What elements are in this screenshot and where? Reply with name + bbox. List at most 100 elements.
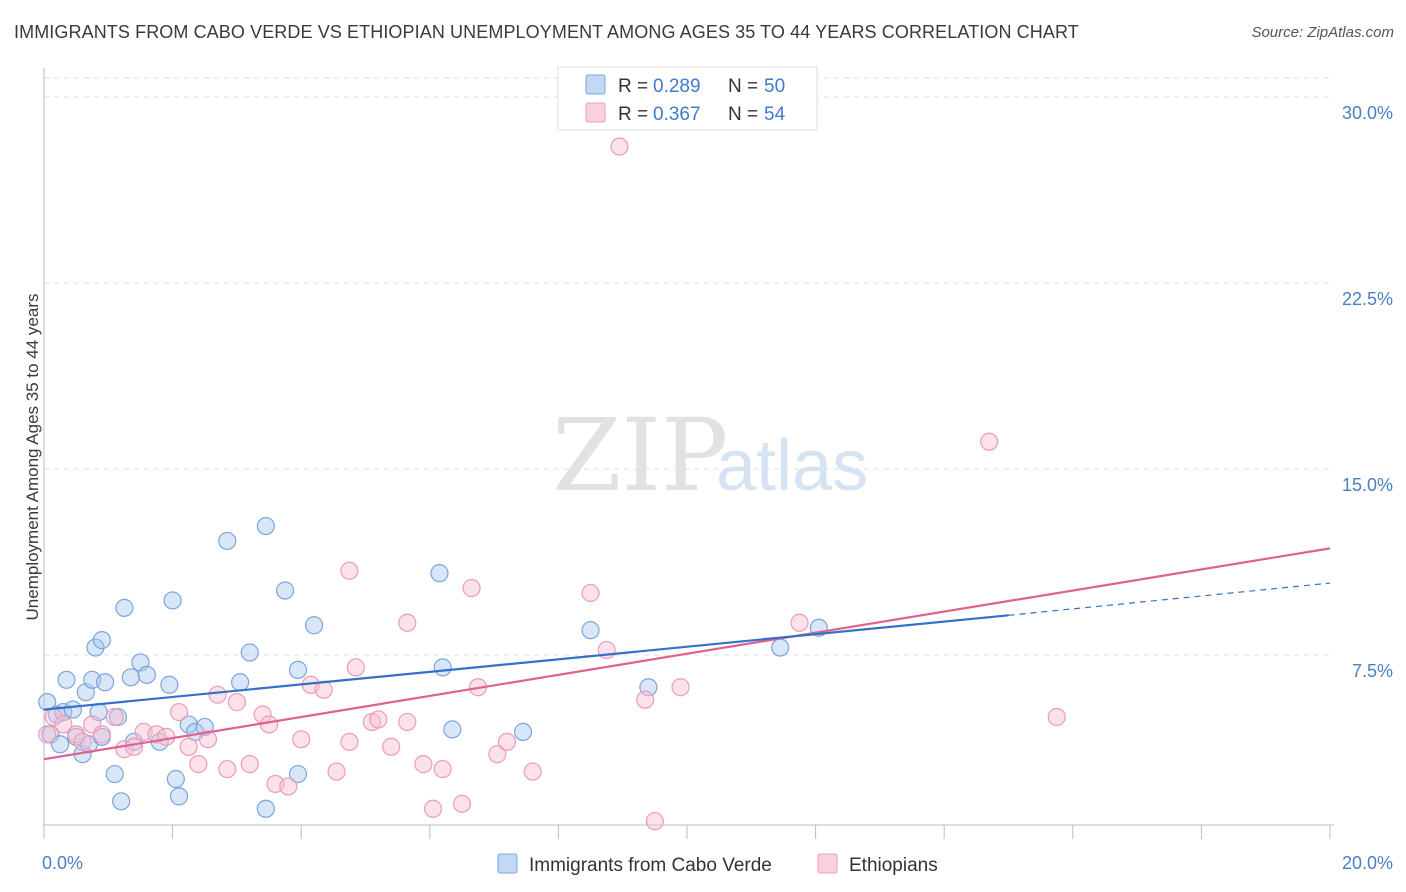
watermark: ZIP atlas: [552, 397, 868, 514]
point-blue-26: [166, 769, 185, 789]
point-pink-19: [227, 693, 246, 712]
point-pink-53: [1047, 707, 1066, 727]
legend-r-label-1: R =: [618, 76, 648, 97]
point-pink-18: [218, 759, 237, 779]
legend: R = 0.289 N = 50 R = 0.367 N = 54: [557, 66, 818, 131]
legend-n-label-2: N =: [728, 104, 758, 125]
point-pink-2: [54, 715, 73, 734]
point-blue-6: [63, 700, 83, 719]
point-pink-13: [169, 702, 189, 722]
point-blue-24: [160, 675, 179, 694]
point-blue-41: [433, 658, 452, 677]
y-tick-labels: 7.5% 15.0% 22.5% 30.0%: [1342, 103, 1393, 681]
point-blue-46: [771, 638, 790, 657]
point-pink-44: [497, 732, 517, 751]
point-pink-40: [452, 794, 472, 813]
point-pink-33: [369, 710, 388, 729]
point-pink-35: [398, 712, 417, 732]
point-pink-38: [423, 799, 443, 818]
point-pink-49: [645, 812, 664, 831]
point-pink-16: [198, 730, 218, 749]
point-pink-0: [38, 725, 57, 744]
x-tick-label-0: 0.0%: [42, 853, 83, 873]
bottom-legend-label-cabo-verde: Immigrants from Cabo Verde: [529, 855, 772, 876]
point-blue-3: [50, 735, 70, 754]
y-axis-label: Unemployment Among Ages 35 to 44 years: [23, 294, 42, 621]
y-tick-label-2: 22.5%: [1342, 289, 1393, 309]
point-blue-15: [95, 673, 115, 692]
point-pink-3: [67, 725, 86, 744]
point-blue-33: [240, 643, 259, 662]
point-pink-41: [462, 578, 481, 598]
grid: [44, 77, 1330, 656]
point-blue-23: [137, 665, 156, 684]
bottom-legend-swatch-blue: [497, 853, 518, 874]
bottom-legend: Immigrants from Cabo Verde Ethiopians: [497, 853, 938, 876]
watermark-zip: ZIP: [552, 397, 728, 514]
point-pink-51: [790, 613, 809, 632]
trend-lines: [43, 547, 1331, 761]
x-tick-label-1: 20.0%: [1342, 853, 1393, 873]
point-pink-28: [327, 762, 346, 781]
legend-r-label-2: R =: [618, 104, 648, 125]
series-ethiopians: [38, 137, 1066, 831]
point-pink-43: [488, 745, 507, 764]
point-pink-30: [340, 561, 359, 580]
legend-swatch-pink: [585, 102, 606, 123]
point-pink-9: [124, 737, 144, 756]
point-pink-37: [414, 755, 433, 774]
point-pink-39: [433, 759, 452, 779]
point-pink-54: [610, 137, 629, 156]
point-blue-43: [513, 722, 533, 741]
y-tick-label-1: 15.0%: [1342, 475, 1393, 495]
point-blue-25: [163, 591, 182, 610]
point-pink-52: [980, 432, 999, 451]
point-blue-44: [581, 621, 600, 640]
point-pink-50: [671, 678, 690, 697]
axes: [43, 68, 1334, 839]
point-pink-15: [189, 755, 208, 774]
point-pink-5: [83, 715, 102, 734]
x-tick-labels: 0.0% 20.0%: [42, 853, 1393, 873]
point-pink-20: [240, 755, 259, 774]
trend-line-cabo-verde-extension: [1008, 582, 1331, 616]
point-blue-27: [169, 787, 189, 806]
point-pink-31: [346, 658, 365, 677]
point-pink-7: [105, 707, 124, 727]
point-blue-20: [121, 668, 140, 687]
point-pink-46: [581, 583, 600, 603]
point-pink-17: [208, 685, 227, 704]
y-tick-label-0: 7.5%: [1352, 661, 1393, 681]
point-blue-42: [443, 720, 462, 739]
legend-n-label-1: N =: [728, 76, 758, 97]
trend-line-cabo-verde: [43, 614, 1009, 711]
point-pink-6: [92, 725, 111, 744]
point-blue-5: [57, 670, 76, 689]
point-blue-14: [92, 631, 111, 650]
point-blue-18: [112, 792, 131, 811]
trend-line-ethiopians: [43, 547, 1331, 761]
legend-n-value-1: 50: [764, 76, 785, 97]
point-pink-22: [259, 715, 279, 734]
point-blue-31: [218, 531, 237, 551]
point-pink-34: [382, 737, 401, 756]
chart-title: IMMIGRANTS FROM CABO VERDE VS ETHIOPIAN …: [14, 22, 1079, 42]
point-blue-37: [288, 660, 308, 679]
point-pink-12: [157, 727, 176, 746]
point-blue-34: [256, 516, 275, 536]
point-blue-16: [105, 764, 124, 784]
point-pink-25: [292, 730, 311, 749]
point-blue-39: [304, 616, 324, 635]
point-pink-29: [340, 732, 359, 751]
point-pink-24: [279, 777, 298, 796]
point-blue-36: [276, 581, 295, 600]
point-pink-14: [179, 737, 198, 756]
source-credit: Source: ZipAtlas.com: [1251, 24, 1394, 41]
point-blue-35: [256, 799, 275, 818]
point-pink-45: [523, 762, 542, 781]
point-blue-12: [86, 638, 105, 657]
point-blue-32: [231, 673, 250, 692]
bottom-legend-label-ethiopians: Ethiopians: [849, 855, 938, 876]
point-pink-36: [398, 613, 417, 632]
